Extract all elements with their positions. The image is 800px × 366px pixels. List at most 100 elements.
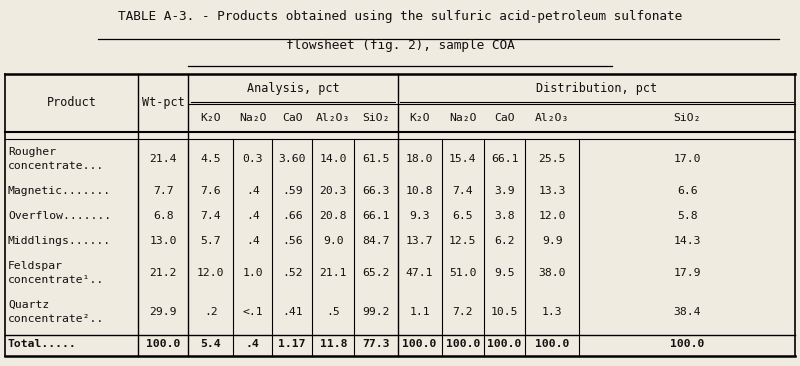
Text: 21.1: 21.1 [319, 268, 347, 278]
Text: 65.2: 65.2 [362, 268, 390, 278]
Text: 15.4: 15.4 [449, 154, 477, 164]
Text: 17.0: 17.0 [674, 154, 701, 164]
Text: 10.5: 10.5 [491, 307, 518, 317]
Text: 100.0: 100.0 [487, 339, 522, 349]
Text: 1.3: 1.3 [542, 307, 562, 317]
Text: 14.3: 14.3 [674, 236, 701, 246]
Text: 18.0: 18.0 [406, 154, 434, 164]
Text: 6.6: 6.6 [677, 186, 698, 196]
Text: Total.....: Total..... [8, 339, 77, 349]
Text: 4.5: 4.5 [201, 154, 221, 164]
Text: 100.0: 100.0 [402, 339, 437, 349]
Text: Magnetic.......: Magnetic....... [8, 186, 111, 196]
Text: <.1: <.1 [242, 307, 263, 317]
Text: 51.0: 51.0 [449, 268, 477, 278]
Text: Na₂O: Na₂O [449, 113, 477, 123]
Text: 11.8: 11.8 [319, 339, 347, 349]
Text: 66.1: 66.1 [362, 211, 390, 221]
Text: 38.0: 38.0 [538, 268, 566, 278]
Text: 0.3: 0.3 [242, 154, 263, 164]
Text: 20.3: 20.3 [319, 186, 347, 196]
Text: 100.0: 100.0 [535, 339, 570, 349]
Text: Distribution, pct: Distribution, pct [536, 82, 657, 95]
Text: Na₂O: Na₂O [239, 113, 266, 123]
Text: .59: .59 [282, 186, 302, 196]
Text: .66: .66 [282, 211, 302, 221]
Text: 9.0: 9.0 [323, 236, 344, 246]
Text: 47.1: 47.1 [406, 268, 434, 278]
Text: Rougher: Rougher [8, 147, 56, 157]
Text: 77.3: 77.3 [362, 339, 390, 349]
Text: 12.0: 12.0 [538, 211, 566, 221]
Text: 6.2: 6.2 [494, 236, 515, 246]
Text: 61.5: 61.5 [362, 154, 390, 164]
Text: .52: .52 [282, 268, 302, 278]
Text: Quartz: Quartz [8, 300, 49, 310]
Text: 84.7: 84.7 [362, 236, 390, 246]
Text: CaO: CaO [282, 113, 302, 123]
Text: Al₂O₃: Al₂O₃ [316, 113, 350, 123]
Text: Feldspar: Feldspar [8, 261, 63, 271]
Text: .5: .5 [326, 307, 340, 317]
Text: .4: .4 [246, 339, 259, 349]
Text: .2: .2 [204, 307, 218, 317]
Text: Analysis, pct: Analysis, pct [246, 82, 339, 95]
Text: K₂O: K₂O [410, 113, 430, 123]
Text: 9.5: 9.5 [494, 268, 515, 278]
Text: 100.0: 100.0 [146, 339, 180, 349]
Text: 13.3: 13.3 [538, 186, 566, 196]
Text: 100.0: 100.0 [446, 339, 480, 349]
Text: TABLE A-3. - Products obtained using the sulfuric acid-petroleum sulfonate: TABLE A-3. - Products obtained using the… [118, 10, 682, 23]
Text: 66.3: 66.3 [362, 186, 390, 196]
Text: Wt-pct: Wt-pct [142, 96, 185, 109]
Text: .41: .41 [282, 307, 302, 317]
Text: .4: .4 [246, 236, 259, 246]
Text: concentrate¹..: concentrate¹.. [8, 275, 104, 285]
Text: .4: .4 [246, 186, 259, 196]
Text: Overflow.......: Overflow....... [8, 211, 111, 221]
Text: concentrate...: concentrate... [8, 161, 104, 171]
Text: flowsheet (fig. 2), sample COA: flowsheet (fig. 2), sample COA [286, 39, 514, 52]
Text: 7.4: 7.4 [452, 186, 473, 196]
Text: CaO: CaO [494, 113, 515, 123]
Text: 25.5: 25.5 [538, 154, 566, 164]
Text: concentrate²..: concentrate².. [8, 314, 104, 324]
Text: 1.17: 1.17 [278, 339, 306, 349]
Text: 9.3: 9.3 [410, 211, 430, 221]
Text: K₂O: K₂O [201, 113, 221, 123]
Text: 38.4: 38.4 [674, 307, 701, 317]
Text: Product: Product [46, 96, 96, 109]
Text: 12.5: 12.5 [449, 236, 477, 246]
Text: 21.4: 21.4 [150, 154, 177, 164]
Text: 5.4: 5.4 [201, 339, 221, 349]
Text: 7.7: 7.7 [153, 186, 174, 196]
Text: 7.4: 7.4 [201, 211, 221, 221]
Text: .56: .56 [282, 236, 302, 246]
Text: 13.7: 13.7 [406, 236, 434, 246]
Text: Middlings......: Middlings...... [8, 236, 111, 246]
Text: 6.5: 6.5 [452, 211, 473, 221]
Text: 7.2: 7.2 [452, 307, 473, 317]
Text: SiO₂: SiO₂ [362, 113, 390, 123]
Text: 20.8: 20.8 [319, 211, 347, 221]
Text: 6.8: 6.8 [153, 211, 174, 221]
Text: 7.6: 7.6 [201, 186, 221, 196]
Text: 17.9: 17.9 [674, 268, 701, 278]
Text: 3.60: 3.60 [278, 154, 306, 164]
Text: 9.9: 9.9 [542, 236, 562, 246]
Text: 10.8: 10.8 [406, 186, 434, 196]
Text: 21.2: 21.2 [150, 268, 177, 278]
Text: SiO₂: SiO₂ [674, 113, 701, 123]
Text: 1.0: 1.0 [242, 268, 263, 278]
Text: 5.7: 5.7 [201, 236, 221, 246]
Text: 5.8: 5.8 [677, 211, 698, 221]
Text: 99.2: 99.2 [362, 307, 390, 317]
Text: 66.1: 66.1 [491, 154, 518, 164]
Text: 3.8: 3.8 [494, 211, 515, 221]
Text: 13.0: 13.0 [150, 236, 177, 246]
Text: 14.0: 14.0 [319, 154, 347, 164]
Text: Al₂O₃: Al₂O₃ [535, 113, 570, 123]
Text: 12.0: 12.0 [197, 268, 225, 278]
Text: 29.9: 29.9 [150, 307, 177, 317]
Text: 1.1: 1.1 [410, 307, 430, 317]
